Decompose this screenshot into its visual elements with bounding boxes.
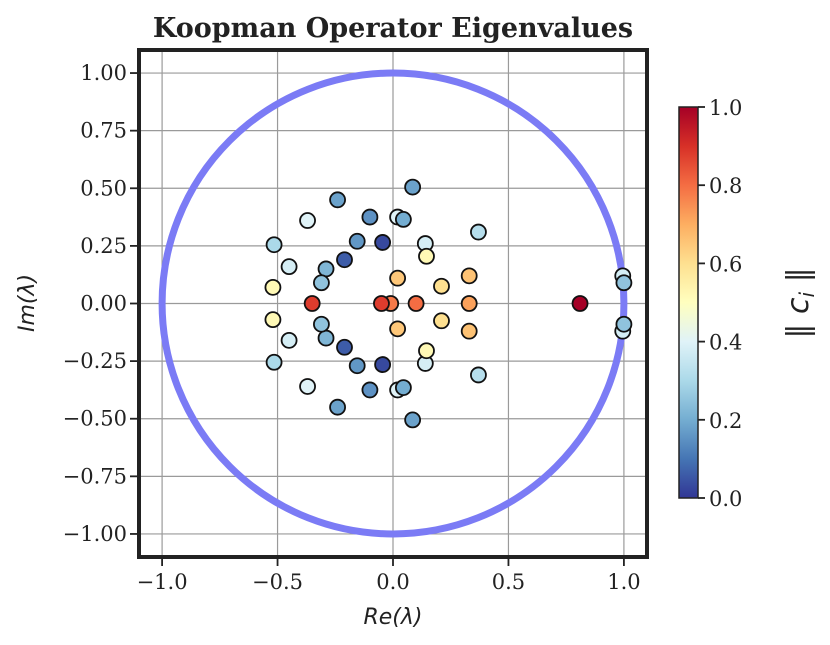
y-tick-label: −0.50	[63, 407, 127, 431]
y-tick-label: 0.00	[80, 292, 127, 316]
plot-frame	[137, 48, 649, 559]
eigenvalue-point	[460, 267, 478, 285]
x-tick-label: −0.5	[252, 570, 303, 594]
unit-circle	[158, 69, 628, 538]
y-tick-label: 1.00	[80, 61, 127, 85]
eigenvalue-point	[303, 295, 321, 312]
eigenvalue-point	[329, 398, 346, 416]
eigenvalue-point	[407, 295, 425, 312]
eigenvalue-point	[361, 381, 379, 399]
eigenvalue-point	[280, 258, 298, 276]
colorbar-tick-label: 1.0	[709, 96, 742, 120]
y-axis-label: Im(λ)	[15, 274, 40, 332]
eigenvalue-point	[394, 210, 412, 228]
colorbar-label: ‖ ci ‖	[781, 267, 819, 338]
eigenvalue-point	[373, 295, 390, 312]
eigenvalue-point	[394, 379, 412, 397]
y-tick-label: 0.75	[80, 119, 127, 143]
eigenvalue-point	[348, 232, 366, 250]
colorbar-tick-label: 0.4	[709, 331, 742, 355]
eigenvalue-point	[404, 178, 422, 196]
y-tick-label: −1.00	[63, 522, 127, 546]
eigenvalue-point	[418, 247, 435, 265]
y-tick-label: 0.25	[80, 234, 127, 258]
eigenvalue-point	[299, 378, 316, 395]
eigenvalue-point	[615, 274, 633, 292]
eigenvalue-point	[460, 322, 478, 340]
eigenvalue-point	[433, 312, 450, 330]
eigenvalue-point	[374, 356, 392, 373]
eigenvalue-point	[264, 278, 282, 296]
x-tick-label: 0.5	[492, 570, 525, 594]
eigenvalue-point	[336, 338, 353, 356]
eigenvalue-point	[265, 236, 283, 254]
colorbar-tick-label: 0.8	[709, 174, 742, 198]
eigenvalue-points	[264, 178, 633, 429]
eigenvalue-point	[470, 223, 487, 241]
eigenvalue-point	[571, 295, 589, 312]
colorbar-tick-label: 0.0	[709, 487, 742, 511]
eigenvalue-point	[265, 353, 283, 371]
x-axis-label: Re(λ)	[363, 605, 422, 630]
y-tick-label: 0.50	[80, 176, 127, 200]
eigenvalue-point	[389, 320, 407, 338]
colorbar	[678, 106, 699, 499]
eigenvalue-point	[264, 311, 282, 329]
x-axis-ticks: −1.0 −0.5 0.0 0.5 1.0	[137, 559, 641, 594]
x-tick-label: 1.0	[607, 570, 640, 594]
colorbar-tick-label: 0.2	[709, 409, 742, 433]
x-tick-label: 0.0	[376, 570, 409, 594]
unit-circle-layer	[158, 69, 628, 538]
eigenvalue-point	[299, 212, 316, 229]
x-tick-label: −1.0	[137, 570, 188, 594]
colorbar-ticks: 0.0 0.2 0.4 0.6 0.8 1.0	[698, 96, 742, 511]
y-tick-label: −0.75	[63, 464, 127, 488]
eigenvalue-point	[460, 295, 478, 312]
eigenvalue-point	[329, 191, 346, 209]
eigenvalue-point	[418, 342, 435, 360]
eigenvalue-point	[317, 260, 335, 278]
eigenvalue-point	[404, 411, 422, 429]
y-axis-ticks: −1.00 −0.75 −0.50 −0.25 0.00 0.25 0.50 0.75 1.00	[63, 61, 137, 546]
eigenvalue-point	[280, 331, 298, 349]
eigenvalue-point	[313, 315, 330, 333]
eigenvalue-point	[348, 357, 366, 375]
eigenvalue-point	[389, 269, 407, 287]
colorbar-tick-label: 0.6	[709, 252, 742, 276]
eigenvalue-point	[336, 251, 353, 269]
eigenvalue-point	[615, 315, 633, 333]
eigenvalue-point	[433, 277, 450, 295]
chart-title: Koopman Operator Eigenvalues	[153, 13, 633, 44]
eigenvalue-point	[361, 208, 379, 226]
eigenvalue-point	[470, 366, 487, 384]
eigenvalue-point	[374, 234, 392, 251]
eigenvalue-point	[313, 274, 330, 292]
y-tick-label: −0.25	[63, 349, 127, 373]
eigenvalue-point	[317, 329, 335, 347]
